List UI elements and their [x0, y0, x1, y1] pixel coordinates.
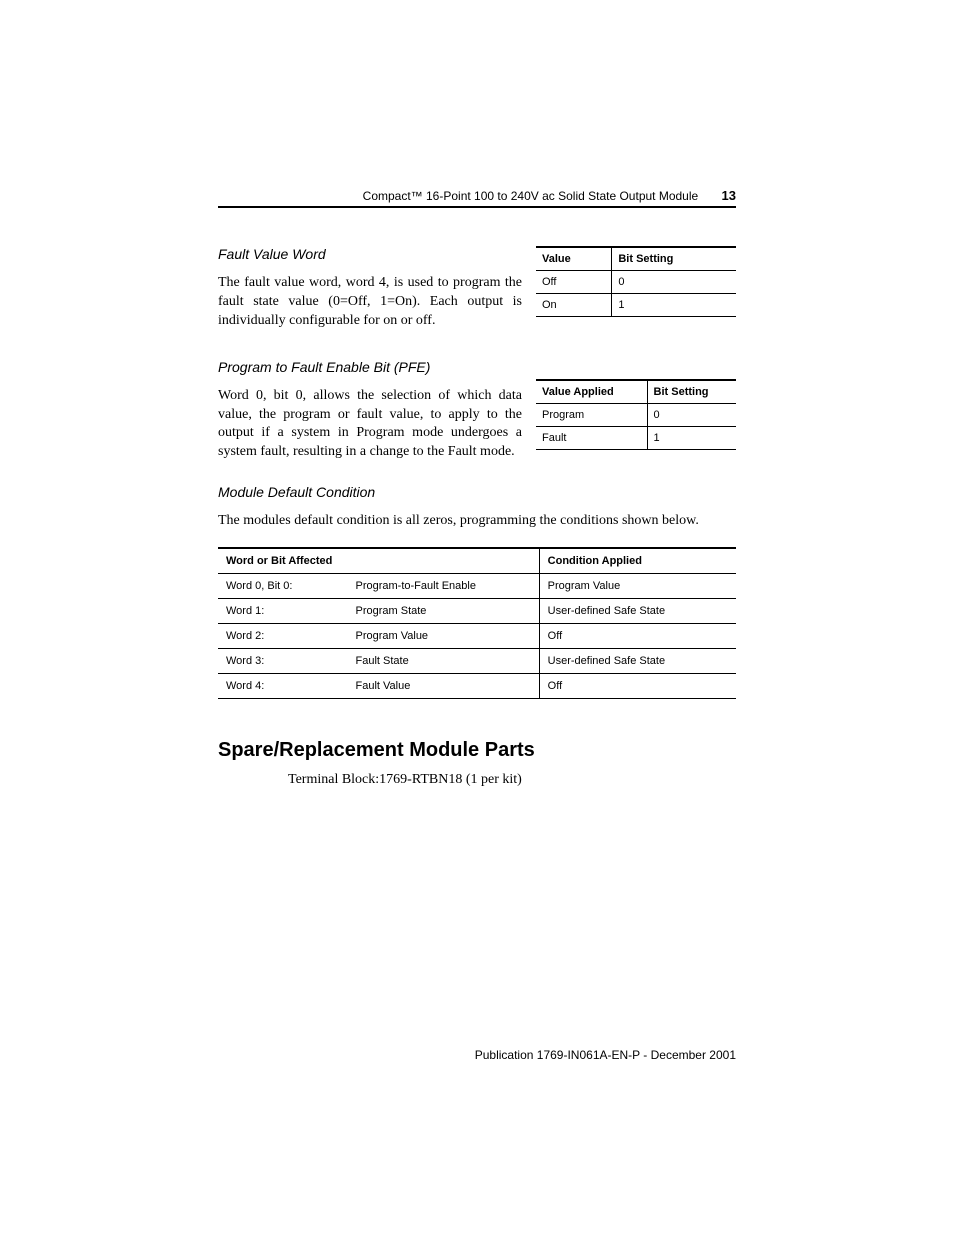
col-value: Value [536, 247, 612, 271]
table-row: Word 2: Program Value Off [218, 624, 736, 649]
col-bit-setting: Bit Setting [647, 380, 736, 404]
table-row: Fault 1 [536, 426, 736, 449]
cell-bit: 1 [647, 426, 736, 449]
content-area: Fault Value Word The fault value word, w… [218, 246, 736, 788]
col-bit-setting: Bit Setting [612, 247, 736, 271]
cell-bit: 0 [647, 403, 736, 426]
cell-value-applied: Fault [536, 426, 647, 449]
fault-value-paragraph: The fault value word, word 4, is used to… [218, 274, 522, 331]
cell-condition: User-defined Safe State [539, 599, 736, 624]
cell-word: Word 4: [218, 674, 348, 699]
module-default-table: Word or Bit Affected Condition Applied W… [218, 547, 736, 699]
cell-bit: 1 [612, 294, 736, 317]
cell-word: Word 1: [218, 599, 348, 624]
footer-publication: Publication 1769-IN061A-EN-P - December … [218, 1048, 736, 1062]
pfe-text-col: Program to Fault Enable Bit (PFE) Word 0… [218, 359, 522, 463]
header-title: Compact™ 16-Point 100 to 240V ac Solid S… [363, 189, 699, 203]
cell-desc: Fault Value [348, 674, 540, 699]
page-number: 13 [702, 188, 736, 203]
col-word-bit-affected: Word or Bit Affected [218, 548, 539, 574]
table-row: Program 0 [536, 403, 736, 426]
table-row: Off 0 [536, 271, 736, 294]
cell-desc: Fault State [348, 649, 540, 674]
cell-word: Word 3: [218, 649, 348, 674]
fault-value-table-col: Value Bit Setting Off 0 On 1 [536, 246, 736, 331]
fault-value-text-col: Fault Value Word The fault value word, w… [218, 246, 522, 331]
header-rule [218, 206, 736, 208]
cell-desc: Program Value [348, 624, 540, 649]
pfe-paragraph: Word 0, bit 0, allows the selection of w… [218, 387, 522, 463]
cell-value-applied: Program [536, 403, 647, 426]
cell-condition: Program Value [539, 574, 736, 599]
cell-word: Word 0, Bit 0: [218, 574, 348, 599]
table-row: Word 1: Program State User-defined Safe … [218, 599, 736, 624]
table-row: Word 3: Fault State User-defined Safe St… [218, 649, 736, 674]
pfe-table: Value Applied Bit Setting Program 0 Faul… [536, 379, 736, 450]
cell-condition: User-defined Safe State [539, 649, 736, 674]
module-default-heading: Module Default Condition [218, 484, 736, 500]
module-default-paragraph: The modules default condition is all zer… [218, 512, 736, 531]
page: Compact™ 16-Point 100 to 240V ac Solid S… [0, 0, 954, 1235]
cell-value: On [536, 294, 612, 317]
col-value-applied: Value Applied [536, 380, 647, 404]
spare-parts-heading: Spare/Replacement Module Parts [218, 739, 736, 762]
fault-value-table: Value Bit Setting Off 0 On 1 [536, 246, 736, 317]
section-fault-value-word: Fault Value Word The fault value word, w… [218, 246, 736, 331]
fault-value-heading: Fault Value Word [218, 246, 522, 262]
col-condition-applied: Condition Applied [539, 548, 736, 574]
section-module-default: Module Default Condition The modules def… [218, 484, 736, 699]
table-header-row: Value Bit Setting [536, 247, 736, 271]
cell-condition: Off [539, 624, 736, 649]
cell-value: Off [536, 271, 612, 294]
table-row: Word 0, Bit 0: Program-to-Fault Enable P… [218, 574, 736, 599]
cell-desc: Program-to-Fault Enable [348, 574, 540, 599]
pfe-heading: Program to Fault Enable Bit (PFE) [218, 359, 522, 375]
table-row: Word 4: Fault Value Off [218, 674, 736, 699]
cell-bit: 0 [612, 271, 736, 294]
table-header-row: Word or Bit Affected Condition Applied [218, 548, 736, 574]
pfe-table-col: Value Applied Bit Setting Program 0 Faul… [536, 359, 736, 463]
cell-condition: Off [539, 674, 736, 699]
running-header: Compact™ 16-Point 100 to 240V ac Solid S… [218, 188, 736, 203]
spare-parts-paragraph: Terminal Block:1769-RTBN18 (1 per kit) [288, 772, 736, 788]
cell-word: Word 2: [218, 624, 348, 649]
cell-desc: Program State [348, 599, 540, 624]
section-pfe: Program to Fault Enable Bit (PFE) Word 0… [218, 359, 736, 463]
table-header-row: Value Applied Bit Setting [536, 380, 736, 404]
table-row: On 1 [536, 294, 736, 317]
